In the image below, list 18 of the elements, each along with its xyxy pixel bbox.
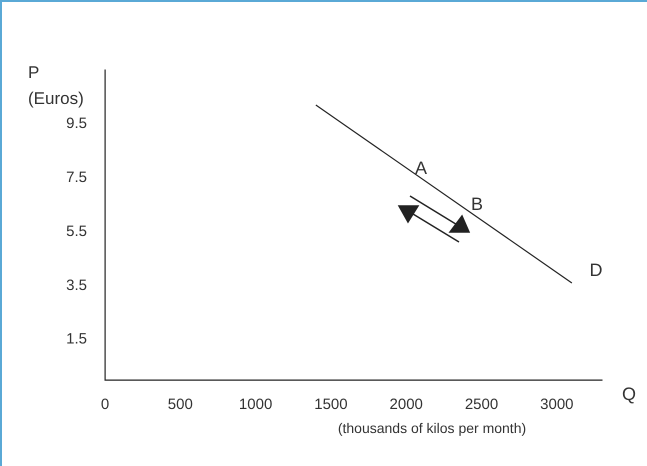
x-tick-label: 2500	[464, 396, 498, 414]
y-tick-label: 7.5	[66, 168, 87, 186]
annotation: A	[414, 158, 428, 179]
y-tick-label: 3.5	[66, 276, 87, 294]
y-tick-label: 1.5	[66, 330, 87, 348]
x-tick-label: 1500	[314, 396, 348, 414]
x-tick-label: 3000	[540, 396, 574, 414]
y-tick-label: 9.5	[66, 115, 87, 132]
y-axis-title: P (Euros)	[28, 62, 85, 110]
x-tick-label: 0	[100, 396, 110, 414]
annotation: B	[470, 194, 484, 215]
x-tick-label: 1000	[238, 396, 272, 414]
x-tick-label: 2000	[390, 396, 423, 414]
y-tick-label: 5.5	[66, 222, 87, 240]
text: (thousands of kilos per month)	[336, 420, 528, 436]
annotation: D	[589, 260, 603, 281]
x-axis-title: Q	[622, 384, 636, 405]
x-tick-label: 500	[168, 396, 193, 414]
